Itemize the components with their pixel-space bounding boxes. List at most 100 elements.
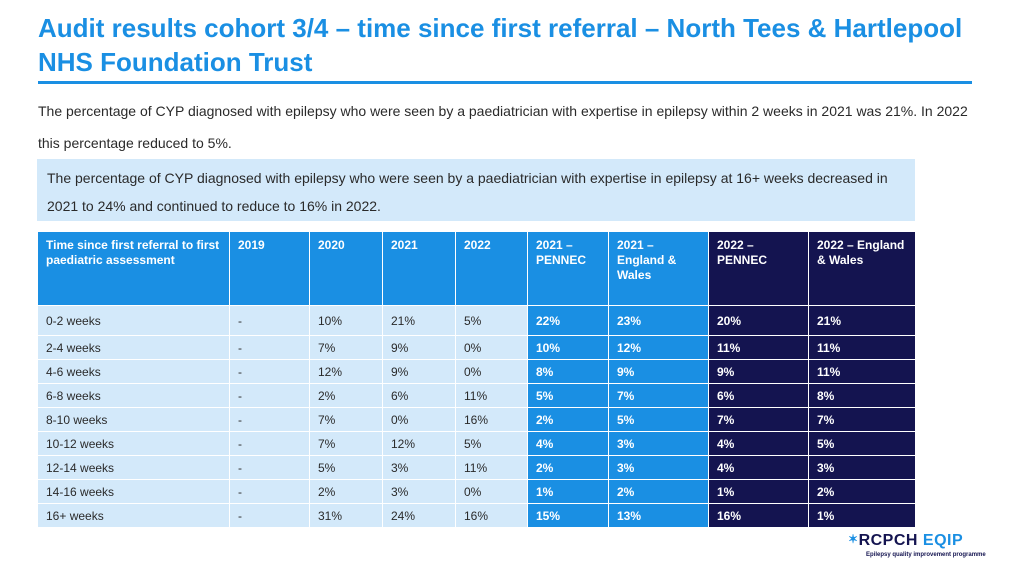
cell-value-2022: 11% bbox=[455, 455, 528, 480]
cell-value-2021-pennec: 4% bbox=[527, 431, 609, 456]
cell-value-2022-pennec: 16% bbox=[708, 503, 809, 528]
cell-value-2019: - bbox=[229, 431, 310, 456]
table-row: 12-14 weeks -5% 3% 11% 2% 3% 4% 3% bbox=[37, 455, 916, 480]
cell-value-2022: 5% bbox=[455, 305, 528, 336]
page-title: Audit results cohort 3/4 – time since fi… bbox=[38, 11, 972, 84]
cell-value-2022-england-wales: 8% bbox=[808, 383, 916, 408]
cell-value-2021-pennec: 22% bbox=[527, 305, 609, 336]
cell-value-2019: - bbox=[229, 503, 310, 528]
table-header-row: Time since first referral to first paedi… bbox=[37, 231, 916, 306]
cell-value-2022: 5% bbox=[455, 431, 528, 456]
logo-eqip: EQIP bbox=[922, 532, 964, 549]
table-body: 0-2 weeks -10% 21% 5% 22% 23% 20% 21% 2-4 weeks -… bbox=[37, 305, 916, 528]
cell-time-band: 8-10 weeks bbox=[37, 407, 230, 432]
cell-value-2021: 3% bbox=[382, 479, 456, 504]
table-row: 0-2 weeks -10% 21% 5% 22% 23% 20% 21% bbox=[37, 305, 916, 336]
cell-value-2022-pennec: 20% bbox=[708, 305, 809, 336]
cell-value-2019: - bbox=[229, 479, 310, 504]
cell-value-2019: - bbox=[229, 305, 310, 336]
cell-value-2020: 2% bbox=[309, 383, 383, 408]
table-row: 4-6 weeks -12% 9% 0% 8% 9% 9% 11% bbox=[37, 359, 916, 384]
header-2019: 2019 bbox=[229, 231, 310, 306]
header-2022: 2022 bbox=[455, 231, 528, 306]
cell-value-2022-england-wales: 2% bbox=[808, 479, 916, 504]
header-2022-pennec: 2022 – PENNEC bbox=[708, 231, 809, 306]
cell-value-2022-pennec: 7% bbox=[708, 407, 809, 432]
cell-value-2022-pennec: 4% bbox=[708, 455, 809, 480]
cell-value-2021-pennec: 2% bbox=[527, 407, 609, 432]
cell-value-2022: 16% bbox=[455, 503, 528, 528]
cell-value-2020: 12% bbox=[309, 359, 383, 384]
cell-value-2021-england-wales: 7% bbox=[608, 383, 709, 408]
cell-value-2020: 31% bbox=[309, 503, 383, 528]
cell-time-band: 4-6 weeks bbox=[37, 359, 230, 384]
cell-value-2020: 7% bbox=[309, 431, 383, 456]
cell-value-2022-england-wales: 5% bbox=[808, 431, 916, 456]
cell-value-2022-pennec: 6% bbox=[708, 383, 809, 408]
cell-value-2022-england-wales: 3% bbox=[808, 455, 916, 480]
cell-value-2021-pennec: 2% bbox=[527, 455, 609, 480]
cell-value-2021: 21% bbox=[382, 305, 456, 336]
header-2021-pennec: 2021 – PENNEC bbox=[527, 231, 609, 306]
cell-time-band: 16+ weeks bbox=[37, 503, 230, 528]
header-2021: 2021 bbox=[382, 231, 456, 306]
logo-rcpch: RCPCH bbox=[858, 532, 918, 549]
logo-wordmark: ✶RCPCH EQIP bbox=[848, 532, 963, 550]
cell-value-2021: 9% bbox=[382, 335, 456, 360]
cell-value-2022: 0% bbox=[455, 335, 528, 360]
table-row: 8-10 weeks -7% 0% 16% 2% 5% 7% 7% bbox=[37, 407, 916, 432]
cell-value-2021: 24% bbox=[382, 503, 456, 528]
table-row: 6-8 weeks -2% 6% 11% 5% 7% 6% 8% bbox=[37, 383, 916, 408]
table-row: 2-4 weeks -7% 9% 0% 10% 12% 11% 11% bbox=[37, 335, 916, 360]
cell-value-2019: - bbox=[229, 383, 310, 408]
logo-tagline: Epilepsy quality improvement programme bbox=[866, 552, 986, 558]
header-time-since-referral: Time since first referral to first paedi… bbox=[37, 231, 230, 306]
cell-value-2021: 0% bbox=[382, 407, 456, 432]
cell-value-2022: 11% bbox=[455, 383, 528, 408]
cell-value-2021-england-wales: 13% bbox=[608, 503, 709, 528]
cell-value-2021-pennec: 15% bbox=[527, 503, 609, 528]
cell-value-2022-england-wales: 1% bbox=[808, 503, 916, 528]
cell-value-2021-england-wales: 23% bbox=[608, 305, 709, 336]
header-2020: 2020 bbox=[309, 231, 383, 306]
cell-value-2021-pennec: 1% bbox=[527, 479, 609, 504]
cell-value-2021: 6% bbox=[382, 383, 456, 408]
table-row: 16+ weeks -31% 24% 16% 15% 13% 16% 1% bbox=[37, 503, 916, 528]
header-2022-england-wales: 2022 – England & Wales bbox=[808, 231, 916, 306]
cell-time-band: 14-16 weeks bbox=[37, 479, 230, 504]
cell-value-2020: 7% bbox=[309, 335, 383, 360]
cell-time-band: 6-8 weeks bbox=[37, 383, 230, 408]
cell-value-2021: 9% bbox=[382, 359, 456, 384]
cell-value-2019: - bbox=[229, 359, 310, 384]
cell-value-2022-england-wales: 11% bbox=[808, 335, 916, 360]
cell-value-2021-england-wales: 12% bbox=[608, 335, 709, 360]
rcpch-eqip-logo: ✶RCPCH EQIP Epilepsy quality improvement… bbox=[848, 532, 988, 562]
table-row: 14-16 weeks -2% 3% 0% 1% 2% 1% 2% bbox=[37, 479, 916, 504]
highlight-callout: The percentage of CYP diagnosed with epi… bbox=[37, 159, 915, 221]
cell-value-2021-england-wales: 3% bbox=[608, 431, 709, 456]
cell-value-2021-england-wales: 3% bbox=[608, 455, 709, 480]
star-icon: ✶ bbox=[848, 532, 859, 546]
cell-value-2020: 5% bbox=[309, 455, 383, 480]
cell-time-band: 10-12 weeks bbox=[37, 431, 230, 456]
cell-value-2022-pennec: 1% bbox=[708, 479, 809, 504]
cell-value-2021-england-wales: 2% bbox=[608, 479, 709, 504]
table-row: 10-12 weeks -7% 12% 5% 4% 3% 4% 5% bbox=[37, 431, 916, 456]
intro-text: The percentage of CYP diagnosed with epi… bbox=[38, 103, 968, 151]
cell-value-2021-england-wales: 9% bbox=[608, 359, 709, 384]
cell-value-2022-england-wales: 7% bbox=[808, 407, 916, 432]
cell-time-band: 12-14 weeks bbox=[37, 455, 230, 480]
cell-time-band: 0-2 weeks bbox=[37, 305, 230, 336]
cell-value-2019: - bbox=[229, 455, 310, 480]
cell-value-2022-pennec: 11% bbox=[708, 335, 809, 360]
cell-value-2020: 2% bbox=[309, 479, 383, 504]
cell-value-2022-pennec: 4% bbox=[708, 431, 809, 456]
cell-value-2021: 3% bbox=[382, 455, 456, 480]
header-2021-england-wales: 2021 – England & Wales bbox=[608, 231, 709, 306]
cell-value-2020: 10% bbox=[309, 305, 383, 336]
cell-value-2022-england-wales: 11% bbox=[808, 359, 916, 384]
cell-value-2021-pennec: 5% bbox=[527, 383, 609, 408]
cell-value-2019: - bbox=[229, 407, 310, 432]
cell-value-2021-england-wales: 5% bbox=[608, 407, 709, 432]
cell-value-2022: 16% bbox=[455, 407, 528, 432]
